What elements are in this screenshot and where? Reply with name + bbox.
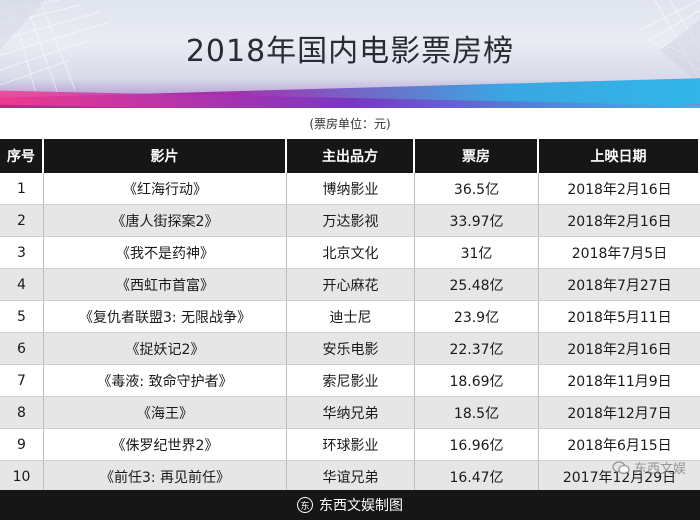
producer-cell: 安乐电影	[287, 333, 415, 364]
brand-logo-icon: 东	[297, 497, 313, 513]
producer-cell: 博纳影业	[287, 173, 415, 204]
box-office-cell: 31亿	[415, 237, 539, 268]
film-cell: 《捉妖记2》	[44, 333, 287, 364]
table-row: 4 《西虹市首富》 开心麻花 25.48亿 2018年7月27日	[0, 269, 700, 301]
producer-cell: 环球影业	[287, 429, 415, 460]
producer-cell: 华谊兄弟	[287, 461, 415, 492]
footer-bar: 东 东西文娱制图	[0, 490, 700, 520]
table-row: 7 《毒液: 致命守护者》 索尼影业 18.69亿 2018年11月9日	[0, 365, 700, 397]
geometric-decoration-right	[639, 0, 700, 85]
table-row: 9 《侏罗纪世界2》 环球影业 16.96亿 2018年6月15日	[0, 429, 700, 461]
rank-cell: 5	[0, 301, 44, 332]
footer-brand: 东西文娱制图	[319, 498, 403, 514]
table-row: 1 《红海行动》 博纳影业 36.5亿 2018年2月16日	[0, 173, 700, 205]
box-office-cell: 23.9亿	[415, 301, 539, 332]
table-row: 6 《捉妖记2》 安乐电影 22.37亿 2018年2月16日	[0, 333, 700, 365]
film-cell: 《复仇者联盟3: 无限战争》	[44, 301, 287, 332]
rank-cell: 10	[0, 461, 44, 492]
film-cell: 《海王》	[44, 397, 287, 428]
rank-cell: 3	[0, 237, 44, 268]
release-date-cell: 2018年11月9日	[567, 373, 672, 390]
film-cell: 《侏罗纪世界2》	[44, 429, 287, 460]
box-office-cell: 16.47亿	[415, 461, 539, 492]
page-title: 2018年国内电影票房榜	[185, 34, 515, 69]
film-cell: 《唐人街探案2》	[44, 205, 287, 236]
geometric-decoration-left	[0, 0, 111, 108]
producer-cell: 迪士尼	[287, 301, 415, 332]
column-header-film: 影片	[44, 139, 287, 173]
column-header-release-date: 上映日期	[539, 139, 700, 173]
box-office-cell: 33.97亿	[415, 205, 539, 236]
rank-cell: 4	[0, 269, 44, 300]
rank-cell: 1	[0, 173, 44, 204]
column-header-producer: 主出品方	[287, 139, 415, 173]
rank-cell: 2	[0, 205, 44, 236]
release-date-cell: 2018年7月5日	[571, 245, 668, 262]
film-cell: 《前任3: 再见前任》	[44, 461, 287, 492]
table-row: 2 《唐人街探案2》 万达影视 33.97亿 2018年2月16日	[0, 205, 700, 237]
film-cell: 《西虹市首富》	[44, 269, 287, 300]
producer-cell: 开心麻花	[287, 269, 415, 300]
box-office-cell: 36.5亿	[415, 173, 539, 204]
release-date-cell: 2017年12月29日	[562, 469, 677, 486]
table-header-row: 序号 影片 主出品方 票房 上映日期	[0, 139, 700, 173]
rank-cell: 8	[0, 397, 44, 428]
watermark: 东西文娱	[612, 458, 686, 477]
producer-cell: 索尼影业	[287, 365, 415, 396]
wechat-icon	[612, 460, 630, 474]
box-office-cell: 25.48亿	[415, 269, 539, 300]
producer-cell: 万达影视	[287, 205, 415, 236]
producer-cell: 华纳兄弟	[287, 397, 415, 428]
column-header-rank: 序号	[0, 139, 44, 173]
release-date-cell: 2018年7月27日	[567, 277, 672, 294]
box-office-table: 序号 影片 主出品方 票房 上映日期 1 《红海行动》 博纳影业 36.5亿 2…	[0, 139, 700, 493]
release-date-cell: 2018年2月16日	[567, 341, 672, 358]
unit-note: (票房单位：元)	[309, 117, 391, 131]
column-header-box-office: 票房	[415, 139, 539, 173]
table-row: 8 《海王》 华纳兄弟 18.5亿 2018年12月7日	[0, 397, 700, 429]
header-banner: 2018年国内电影票房榜	[0, 0, 700, 108]
watermark-text: 东西文娱	[633, 462, 686, 477]
release-date-cell: 2018年6月15日	[567, 437, 672, 454]
box-office-cell: 16.96亿	[415, 429, 539, 460]
release-date-cell: 2018年2月16日	[567, 181, 672, 198]
rank-cell: 7	[0, 365, 44, 396]
box-office-cell: 18.5亿	[415, 397, 539, 428]
release-date-cell: 2018年5月11日	[567, 309, 672, 326]
release-date-cell: 2018年2月16日	[567, 213, 672, 230]
table-row: 5 《复仇者联盟3: 无限战争》 迪士尼 23.9亿 2018年5月11日	[0, 301, 700, 333]
producer-cell: 北京文化	[287, 237, 415, 268]
film-cell: 《我不是药神》	[44, 237, 287, 268]
rank-cell: 9	[0, 429, 44, 460]
table-row: 3 《我不是药神》 北京文化 31亿 2018年7月5日	[0, 237, 700, 269]
rank-cell: 6	[0, 333, 44, 364]
table-row: 10 《前任3: 再见前任》 华谊兄弟 16.47亿 2017年12月29日	[0, 461, 700, 493]
film-cell: 《红海行动》	[44, 173, 287, 204]
release-date-cell: 2018年12月7日	[567, 405, 672, 422]
film-cell: 《毒液: 致命守护者》	[44, 365, 287, 396]
box-office-cell: 22.37亿	[415, 333, 539, 364]
box-office-cell: 18.69亿	[415, 365, 539, 396]
